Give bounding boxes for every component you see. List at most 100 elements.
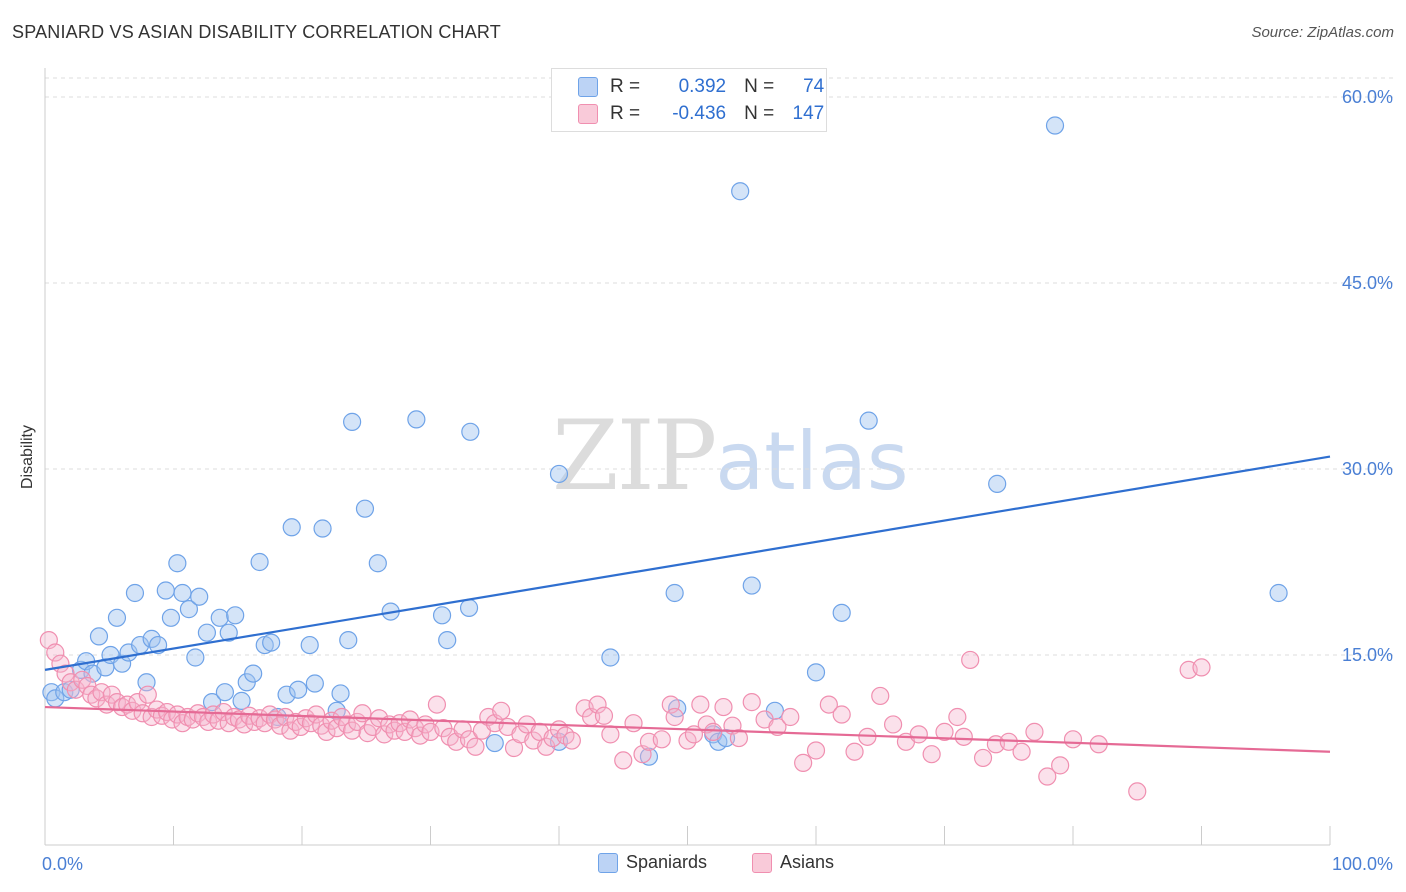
spaniard-point bbox=[461, 422, 480, 441]
asian-point bbox=[1128, 782, 1147, 801]
asian-point bbox=[1051, 756, 1070, 775]
spaniard-point bbox=[219, 623, 238, 642]
spaniard-point bbox=[339, 631, 358, 650]
tick-labels: 15.0% 30.0% 45.0% 60.0% 0.0% 100.0% bbox=[42, 87, 1393, 874]
x-tick-label: 0.0% bbox=[42, 854, 83, 874]
asian-point bbox=[948, 707, 967, 727]
stats-legend: R = 0.392 N = 74 R = -0.436 N = 147 bbox=[551, 68, 827, 132]
asian-point bbox=[459, 730, 479, 749]
asian-point bbox=[317, 722, 336, 741]
asian-point bbox=[1012, 742, 1031, 761]
spaniard-point bbox=[806, 663, 826, 682]
r-value: -0.436 bbox=[672, 103, 727, 124]
stats-row-asians: R = -0.436 N = 147 bbox=[578, 101, 824, 127]
spaniard-point bbox=[459, 598, 479, 617]
spaniard-point bbox=[331, 684, 350, 703]
spaniard-point bbox=[190, 587, 209, 606]
asian-point bbox=[832, 705, 851, 724]
asian-point bbox=[935, 722, 954, 741]
spaniards-swatch bbox=[578, 77, 598, 97]
y-tick-label: 15.0% bbox=[1342, 645, 1393, 665]
n-value: 147 bbox=[792, 103, 825, 124]
spaniard-point bbox=[232, 691, 251, 710]
asian-point bbox=[286, 712, 305, 732]
asian-point bbox=[133, 704, 152, 723]
watermark: ZIPatlas bbox=[552, 400, 909, 512]
asians-legend-swatch bbox=[752, 852, 772, 873]
asian-point bbox=[411, 726, 430, 745]
asian-point bbox=[665, 707, 684, 727]
asian-point bbox=[271, 716, 290, 735]
spaniard-point bbox=[289, 680, 308, 699]
asian-point bbox=[742, 693, 761, 712]
y-tick-label: 30.0% bbox=[1342, 459, 1393, 479]
axes bbox=[44, 68, 1331, 846]
asian-point bbox=[343, 721, 362, 740]
asian-point bbox=[276, 707, 295, 727]
spaniard-point bbox=[186, 648, 205, 667]
legend-item-spaniards[interactable]: Spaniards bbox=[598, 852, 707, 873]
spaniard-point bbox=[215, 683, 234, 702]
spaniard-point bbox=[988, 474, 1007, 493]
asian-point bbox=[307, 705, 326, 724]
asian-point bbox=[973, 748, 993, 768]
asian-point bbox=[871, 686, 890, 706]
source-label: Source: ZipAtlas.com bbox=[1251, 24, 1394, 41]
spaniard-point bbox=[226, 606, 245, 625]
spaniard-point bbox=[731, 182, 750, 201]
asian-point bbox=[601, 725, 620, 744]
spaniard-point bbox=[250, 552, 269, 572]
spaniard-point bbox=[161, 608, 181, 627]
r-value: 0.392 bbox=[678, 76, 727, 97]
spaniard-point bbox=[432, 606, 452, 625]
spaniard-point bbox=[859, 411, 878, 430]
asian-point bbox=[466, 737, 485, 756]
asian-point bbox=[562, 731, 581, 750]
asian-point bbox=[922, 745, 941, 764]
spaniard-point bbox=[832, 603, 851, 622]
asian-point bbox=[729, 728, 749, 748]
chart-title: SPANIARD VS ASIAN DISABILITY CORRELATION… bbox=[12, 22, 501, 42]
asian-point bbox=[794, 753, 813, 772]
asian-point bbox=[697, 715, 716, 734]
spaniard-point bbox=[305, 674, 324, 693]
asian-point bbox=[375, 725, 394, 744]
spaniard-point bbox=[343, 412, 362, 431]
asian-point bbox=[1192, 658, 1211, 677]
asians-trend-line bbox=[44, 705, 1331, 753]
asian-point bbox=[806, 741, 826, 760]
asian-point bbox=[883, 715, 903, 734]
legend-label: Asians bbox=[780, 852, 835, 872]
spaniard-point bbox=[112, 654, 132, 673]
n-value: 74 bbox=[803, 76, 825, 97]
asian-point bbox=[768, 717, 787, 737]
spaniard-point bbox=[665, 583, 684, 603]
asian-point bbox=[229, 710, 249, 729]
n-label: N = bbox=[744, 103, 775, 124]
spaniard-point bbox=[549, 464, 569, 484]
spaniard-point bbox=[173, 583, 192, 603]
spaniard-point bbox=[107, 608, 127, 627]
spaniard-point bbox=[262, 633, 281, 652]
spaniard-point bbox=[601, 648, 620, 667]
asian-point bbox=[624, 714, 643, 733]
legend-item-asians[interactable]: Asians bbox=[752, 852, 834, 873]
asian-point bbox=[291, 717, 310, 737]
watermark-atlas: atlas bbox=[715, 415, 909, 508]
spaniard-point bbox=[438, 631, 457, 650]
asian-point bbox=[1063, 730, 1083, 749]
stats-row-spaniards: R = 0.392 N = 74 bbox=[578, 74, 824, 100]
asian-point bbox=[1038, 767, 1057, 786]
asian-point bbox=[961, 650, 980, 670]
asian-point bbox=[281, 721, 300, 740]
spaniard-point bbox=[89, 627, 109, 646]
asian-point bbox=[714, 697, 733, 717]
spaniard-point bbox=[485, 733, 504, 753]
asian-point bbox=[954, 727, 973, 746]
asian-point bbox=[704, 722, 723, 741]
asian-point bbox=[427, 695, 447, 714]
spaniard-point bbox=[300, 635, 319, 655]
asian-point bbox=[819, 695, 838, 714]
r-label: R = bbox=[610, 76, 641, 97]
